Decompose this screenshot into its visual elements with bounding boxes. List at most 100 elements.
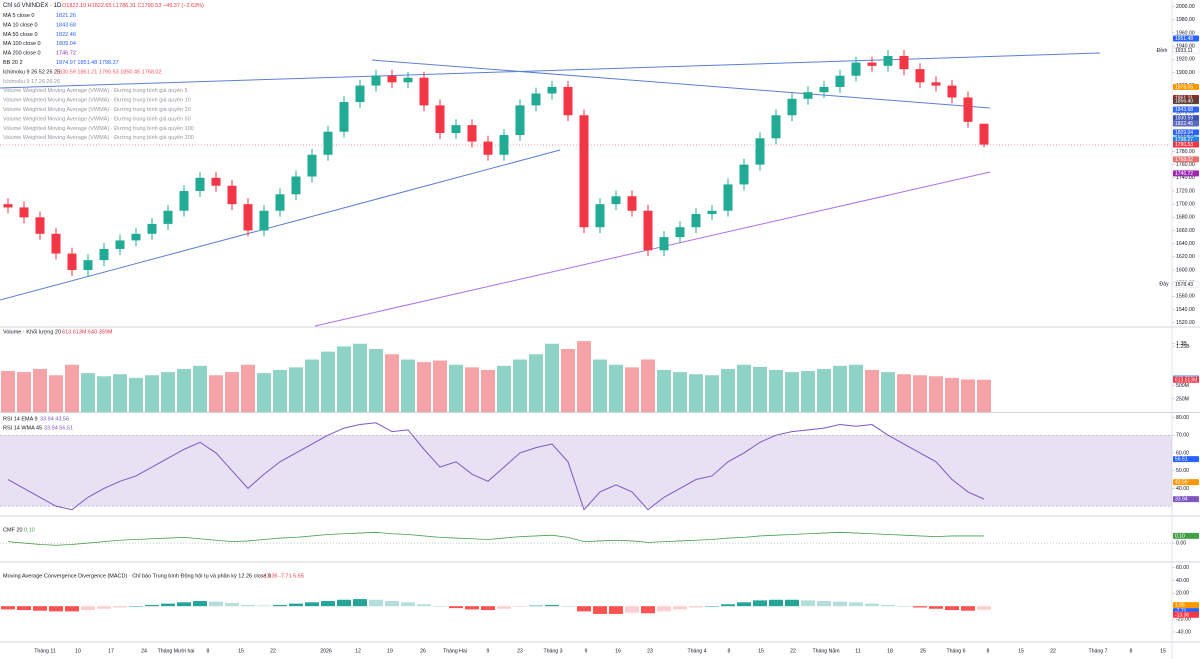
candle-body [163, 210, 173, 224]
legend-name: MA 100 close 0 [3, 41, 41, 47]
price-badge [1172, 281, 1200, 288]
candle-body [659, 237, 669, 251]
y-tick-label: 80.00 [1176, 415, 1189, 421]
x-tick-label: 15 [1160, 648, 1166, 654]
price-badge [1173, 136, 1199, 143]
y-tick-label: 1.3B [1176, 341, 1187, 347]
volume-bar [161, 372, 175, 412]
legend-values: 1830.59 1861.21 1790.53 1850.45 1768.02 [56, 69, 162, 75]
y-tick-label: 0.00 [1176, 540, 1186, 546]
macd-histogram [449, 606, 463, 609]
volume-bar [1, 371, 15, 412]
price-badge-label: 1822.46 [1175, 121, 1193, 127]
candle-body [499, 135, 509, 155]
macd-histogram [897, 606, 911, 607]
y-tick-label: 1780.00 [1176, 149, 1195, 155]
price-badge-label: 1768.02 [1175, 157, 1193, 163]
price-badge-label: 1578.43 [1175, 282, 1193, 288]
candle-body [643, 210, 653, 251]
macd-histogram [129, 606, 143, 607]
chart-title: Chỉ số VNINDEX · 1D [3, 2, 62, 9]
candle-body [371, 75, 381, 86]
y-tick-label: 1740.00 [1176, 175, 1195, 181]
volume-bar [337, 346, 351, 412]
volume-bar [961, 379, 975, 412]
x-tick-label: Tháng 3 [543, 648, 562, 654]
y-tick-label: 1760.00 [1176, 162, 1195, 168]
volume-bar [321, 351, 335, 412]
price-badge-label: 1746.72 [1175, 171, 1193, 177]
candle-body [419, 77, 429, 106]
volume-bar [945, 377, 959, 412]
volume-bar [593, 359, 607, 412]
macd-histogram [177, 602, 191, 607]
candle-body [323, 131, 333, 155]
volume-bar [721, 368, 735, 412]
volume-bar [97, 376, 111, 412]
volume-bar [673, 372, 687, 412]
candle-body [339, 102, 349, 132]
macd-histogram [385, 601, 399, 607]
candle-body [67, 253, 77, 271]
rsi-line [7, 422, 985, 511]
y-tick-label: 20.00 [1176, 591, 1189, 597]
legend-values: 1874.97 1851.48 1798.27 [56, 60, 119, 66]
volume-bar [657, 370, 671, 412]
macd-histogram [97, 606, 111, 609]
candle-body [899, 55, 909, 70]
candle-body [547, 86, 557, 94]
price-badge [1172, 47, 1200, 54]
candle-body [99, 248, 109, 261]
price-badge-label: 1830.59 [1175, 116, 1193, 122]
volume-bar [385, 354, 399, 412]
macd-histogram [353, 599, 367, 607]
macd-histogram [225, 602, 239, 607]
y-tick-label: 70.00 [1176, 433, 1189, 439]
volume-bar [481, 370, 495, 412]
macd-histogram [417, 604, 431, 607]
macd-histogram [465, 606, 479, 610]
candle-body [259, 210, 269, 231]
pane-values: 33.94 56.51 [44, 425, 73, 431]
candle-body [291, 176, 301, 195]
x-tick-label: 18 [887, 648, 893, 654]
volume-bar [353, 343, 367, 412]
x-tick-label: 25 [920, 648, 926, 654]
legend-values: 1821.26 [56, 13, 76, 19]
volume-bar [81, 373, 95, 412]
y-tick-label: 1.25B [1176, 344, 1190, 350]
y-tick-label: 1700.00 [1176, 202, 1195, 208]
volume-bar [433, 360, 447, 412]
legend-name: Volume Weighted Moving Average (VWMA) · … [3, 107, 191, 113]
macd-histogram [113, 606, 127, 608]
y-tick-label: 1920.00 [1176, 57, 1195, 63]
macd-histogram [881, 604, 895, 607]
candle-body [883, 55, 893, 66]
candle-body [195, 177, 205, 191]
price-badge [1173, 129, 1199, 136]
candle-body [835, 75, 845, 87]
x-tick-label: 9 [585, 648, 588, 654]
macd-histogram [17, 606, 31, 611]
candle-body [947, 85, 957, 98]
x-tick-label: 8 [987, 648, 990, 654]
volume-bar [817, 368, 831, 412]
y-tick-label: 1600.00 [1176, 267, 1195, 273]
rsi-band [0, 435, 1172, 507]
macd-histogram [721, 604, 735, 607]
y-tick-label: 40.00 [1176, 486, 1189, 492]
macd-histogram [161, 603, 175, 607]
volume-bar [65, 364, 79, 412]
price-badge [1173, 115, 1199, 122]
price-badge [1173, 611, 1199, 618]
legend-name: MA 50 close 0 [3, 32, 38, 38]
y-tick-label: 250M [1176, 396, 1189, 402]
macd-histogram [369, 599, 383, 607]
volume-bar [689, 374, 703, 412]
candle-body [387, 75, 397, 83]
candle-body [851, 62, 861, 76]
y-tick-label: 1660.00 [1176, 228, 1195, 234]
candle-body [227, 185, 237, 205]
macd-histogram [209, 601, 223, 607]
